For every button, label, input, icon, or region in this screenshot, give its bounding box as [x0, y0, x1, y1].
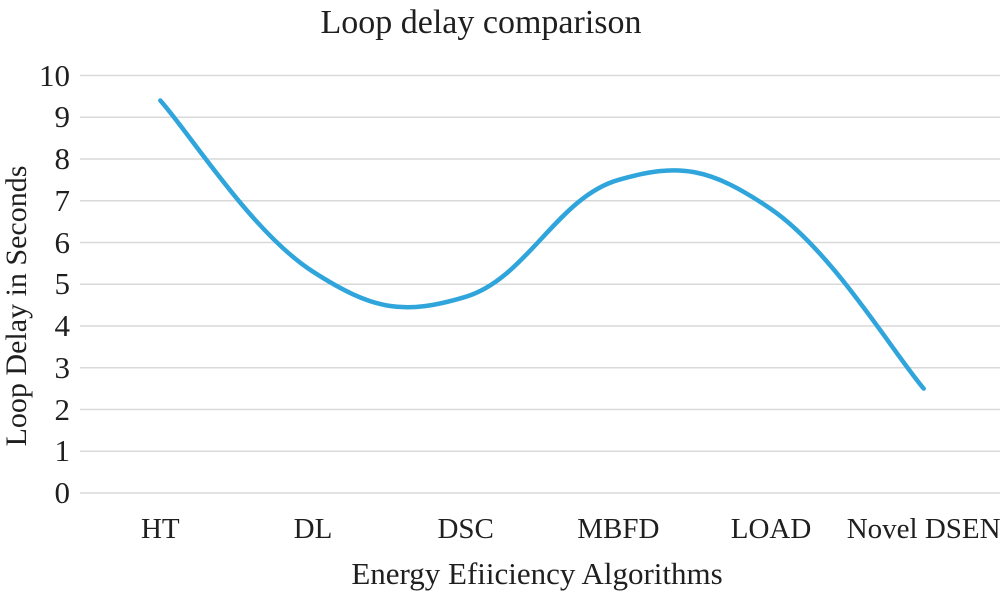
y-tick-label: 1 — [54, 433, 71, 469]
y-tick-label: 3 — [54, 349, 71, 385]
y-tick-label: 8 — [54, 141, 71, 176]
y-tick-label: 9 — [54, 99, 71, 135]
y-tick-label: 6 — [54, 224, 71, 260]
y-tick-label: 4 — [54, 308, 71, 343]
y-tick-label: 5 — [54, 266, 71, 302]
x-category-label: Novel DSEN — [846, 513, 1000, 545]
y-tick-label: 7 — [54, 182, 71, 218]
x-category-label: LOAD — [730, 513, 812, 545]
x-category-label: MBFD — [577, 513, 660, 545]
x-category-label: DSC — [437, 513, 494, 545]
x-category-label: HT — [140, 513, 180, 545]
y-tick-label: 0 — [54, 475, 71, 510]
x-axis-title: Energy Efiiciency Algorithms — [351, 556, 723, 591]
y-tick-label: 10 — [39, 57, 70, 93]
chart-title: Loop delay comparison — [320, 4, 642, 41]
x-category-label: DL — [293, 513, 333, 545]
y-tick-label: 2 — [54, 391, 71, 427]
data-series-line — [158, 98, 926, 391]
